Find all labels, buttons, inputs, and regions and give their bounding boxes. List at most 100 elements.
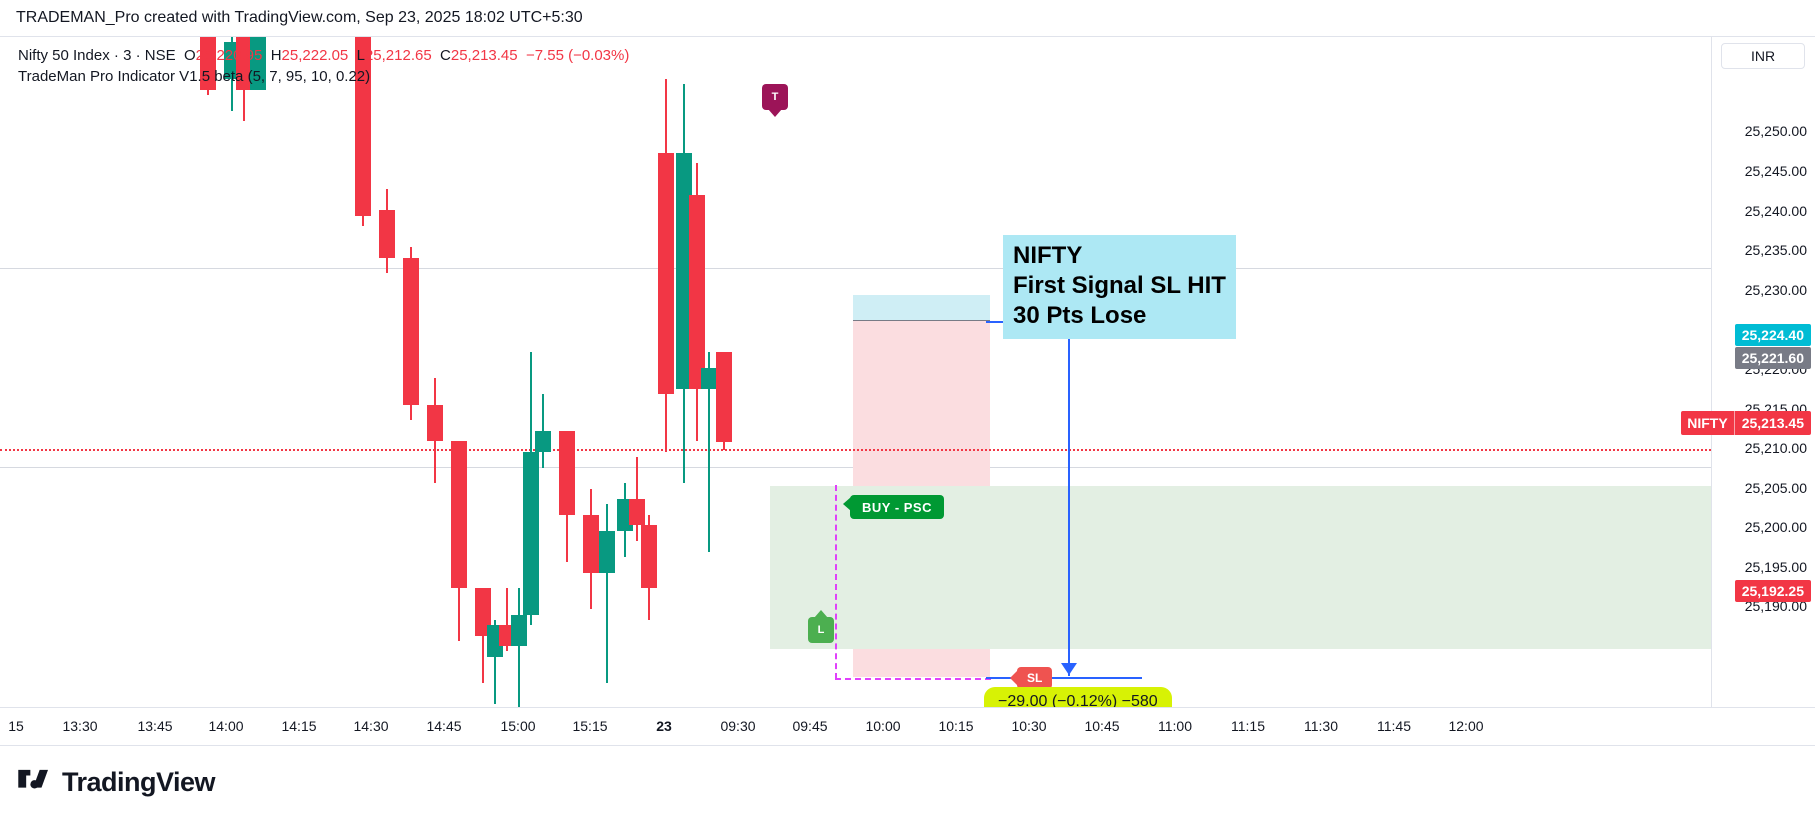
candle-body — [355, 37, 371, 216]
last-price-line — [0, 449, 1711, 451]
time-tick-label: 11:30 — [1304, 718, 1338, 734]
time-tick-label: 14:30 — [353, 718, 389, 734]
price-tick-label: 25,190.00 — [1744, 598, 1807, 614]
legend-symbol: Nifty 50 Index — [18, 47, 110, 64]
time-tick-label: 10:00 — [865, 718, 901, 734]
legend-c-label: C — [440, 47, 451, 64]
candle-body — [629, 499, 645, 526]
pin-top-marker[interactable]: T — [762, 84, 788, 117]
legend-c-value: 25,213.45 — [450, 47, 518, 64]
candle-body — [689, 194, 705, 389]
pnl-summary-pill[interactable]: −29.00 (−0.12%) −580 — [984, 687, 1172, 708]
candle-wick — [708, 352, 710, 552]
stop-loss-tag[interactable]: SL — [1009, 667, 1053, 689]
candle-body — [511, 614, 527, 646]
legend-ohlc-row: Nifty 50 Index · 3 · NSE O25,220.95 H25,… — [18, 45, 629, 66]
watermark-bar: TRADEMAN_Pro created with TradingView.co… — [0, 0, 1815, 36]
candle-body — [559, 430, 575, 515]
price-tick-label: 25,205.00 — [1744, 480, 1807, 496]
time-axis[interactable]: 15 13:30 13:45 14:00 14:15 14:30 14:45 15:00 15:… — [0, 708, 1815, 746]
candle-body — [475, 588, 491, 636]
high-badge[interactable]: 25,224.40 — [1734, 324, 1811, 346]
time-tick-label: 14:00 — [208, 718, 244, 734]
candle — [379, 189, 395, 274]
candle-body — [236, 37, 252, 90]
candle — [427, 378, 443, 484]
price-axis[interactable]: INR 25,250.00 25,245.00 25,240.00 25,235.00… — [1681, 37, 1815, 707]
candle-wick — [606, 504, 608, 683]
candle — [523, 352, 539, 625]
price-tick-label: 25,195.00 — [1744, 559, 1807, 575]
candle-body — [535, 430, 551, 452]
time-tick-label: 15:00 — [500, 718, 536, 734]
time-tick-label: 23 — [656, 718, 672, 734]
time-tick-label: 14:45 — [426, 718, 462, 734]
legend-l-value: 25,212.65 — [364, 47, 432, 64]
stop-badge[interactable]: 25,192.25 — [1734, 580, 1811, 602]
candle — [250, 37, 266, 90]
pnl-text: −29.00 (−0.12%) −580 — [998, 693, 1158, 708]
legend-indicator: TradeMan Pro Indicator V1.5 beta (5, 7, … — [18, 68, 371, 85]
time-tick-label: 15 — [8, 718, 24, 734]
time-tick-label: 09:30 — [720, 718, 756, 734]
stop-loss-line[interactable] — [986, 677, 1142, 679]
zone-entry-line — [853, 320, 990, 321]
buy-signal-label: BUY - PSC — [862, 499, 932, 515]
price-tick-label: 25,210.00 — [1744, 440, 1807, 456]
time-tick-label: 12:00 — [1448, 718, 1484, 734]
candle-body — [403, 257, 419, 405]
note-line-3: 30 Pts Lose — [1013, 302, 1147, 329]
time-tick-label: 10:15 — [938, 718, 974, 734]
legend-h-label: H — [270, 47, 282, 64]
candle-body — [641, 525, 657, 589]
currency-selector[interactable]: INR — [1721, 43, 1805, 69]
candle-body — [523, 451, 539, 615]
buy-signal-tag[interactable]: BUY - PSC — [843, 495, 944, 519]
time-tick-label: 09:45 — [792, 718, 828, 734]
legend-exchange: NSE — [144, 47, 176, 64]
candle-body — [716, 352, 732, 442]
gridline — [0, 268, 1711, 269]
candle — [701, 352, 717, 552]
current-price-badge[interactable]: NIFTY 25,213.45 — [1681, 411, 1811, 435]
chart-pane[interactable]: T L BUY - PSC SL −29.00 (−0.12%) −580 NI… — [0, 37, 1711, 708]
chart-note[interactable]: NIFTY First Signal SL HIT 30 Pts Lose — [1003, 235, 1236, 339]
candle — [583, 488, 599, 610]
chart-legend: Nifty 50 Index · 3 · NSE O25,220.95 H25,… — [18, 45, 629, 87]
candle-body — [583, 514, 599, 573]
price-tick-label: 25,240.00 — [1744, 203, 1807, 219]
candle — [658, 79, 674, 452]
candle — [355, 37, 371, 226]
entry-dash-vertical — [835, 485, 837, 679]
legend-sep-2: · — [131, 47, 145, 64]
tradingview-logo[interactable]: TradingView — [18, 766, 216, 798]
watermark-text: TRADEMAN_Pro created with TradingView.co… — [16, 9, 583, 26]
candle-body — [379, 210, 395, 258]
tradingview-wordmark: TradingView — [62, 766, 216, 797]
note-line-2: First Signal SL HIT — [1013, 272, 1226, 299]
candle-body — [250, 37, 266, 90]
prev-close-badge[interactable]: 25,221.60 — [1734, 347, 1811, 369]
entry-dash-horizontal — [835, 678, 991, 680]
candle — [599, 504, 615, 683]
candle-body — [427, 404, 443, 442]
candle-wick — [494, 619, 496, 704]
legend-sep-1: · — [109, 47, 124, 64]
price-tick-label: 25,250.00 — [1744, 123, 1807, 139]
current-price-value: 25,213.45 — [1741, 415, 1804, 431]
stop-loss-label: SL — [1027, 671, 1043, 685]
candle — [511, 588, 527, 707]
currency-label: INR — [1750, 48, 1776, 64]
candle — [689, 163, 705, 442]
pin-low-marker[interactable]: L — [808, 610, 834, 643]
current-price-symbol: NIFTY — [1681, 411, 1735, 435]
price-tick-label: 25,245.00 — [1744, 163, 1807, 179]
candle-body — [200, 37, 216, 90]
time-tick-label: 11:00 — [1158, 718, 1192, 734]
candle-wick — [482, 588, 484, 683]
footer: TradingView — [0, 746, 1815, 818]
price-tick-label: 25,200.00 — [1744, 519, 1807, 535]
candle — [403, 247, 419, 421]
candle — [200, 37, 216, 95]
